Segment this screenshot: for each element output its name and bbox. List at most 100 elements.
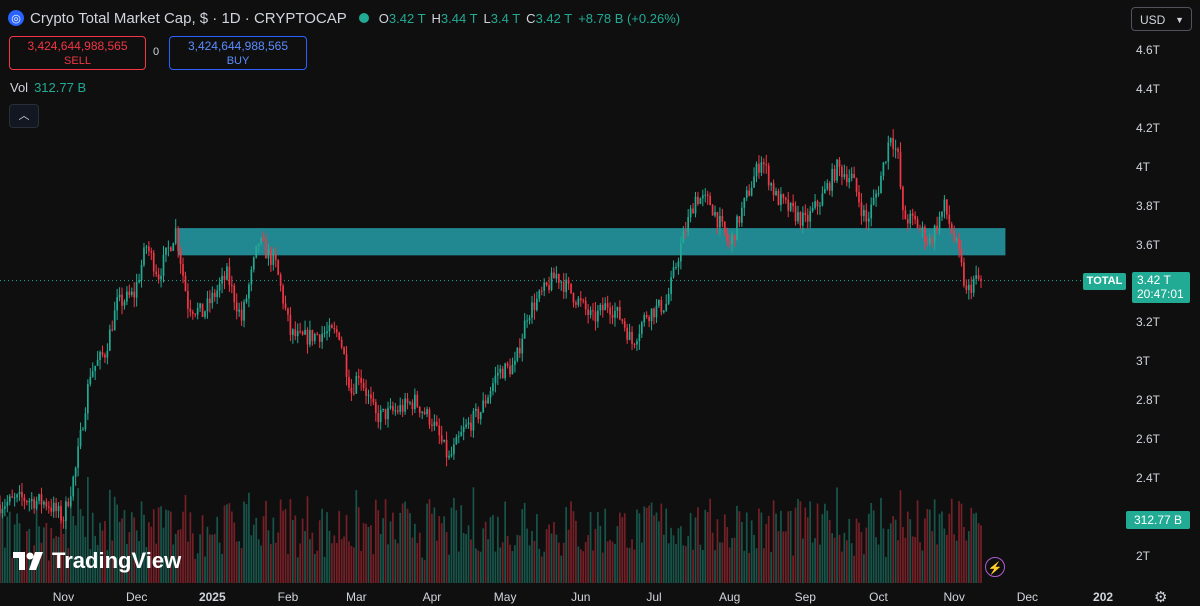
candle xyxy=(40,487,43,514)
candle xyxy=(328,318,331,338)
tradingview-logo[interactable]: TradingView xyxy=(12,548,181,574)
candle xyxy=(35,496,38,511)
volume-bar xyxy=(770,552,773,583)
candle xyxy=(289,307,292,342)
candle-body xyxy=(194,313,197,315)
volume-bar xyxy=(433,507,436,583)
volume-bar xyxy=(277,532,280,583)
collapse-legend-button[interactable]: ︿ xyxy=(9,104,39,128)
candle xyxy=(372,391,375,406)
volume-bar xyxy=(721,542,724,583)
candle xyxy=(255,245,258,259)
candle-body xyxy=(748,190,751,196)
volume-bar xyxy=(789,510,792,583)
candle-body xyxy=(699,198,702,204)
candle xyxy=(21,482,23,507)
candle xyxy=(887,135,890,170)
candle xyxy=(689,204,692,223)
candle-body xyxy=(77,446,79,468)
candle xyxy=(155,264,158,278)
candle xyxy=(775,187,777,197)
candle-body xyxy=(345,354,348,377)
volume-bar xyxy=(248,492,250,583)
volume-bar xyxy=(967,531,970,583)
candle xyxy=(428,407,431,429)
candle-body xyxy=(416,394,419,407)
candle-body xyxy=(597,310,599,322)
candle-body xyxy=(675,267,677,269)
gear-icon[interactable]: ⚙ xyxy=(1154,589,1168,606)
volume-bar xyxy=(406,508,409,583)
candle xyxy=(23,493,26,510)
candle xyxy=(721,208,724,228)
volume-bar xyxy=(475,548,477,583)
volume-bar xyxy=(374,499,377,583)
volume-bar xyxy=(582,551,585,583)
volume-bar xyxy=(453,497,455,583)
candle xyxy=(572,292,575,308)
time-tick-label: Sep xyxy=(794,590,816,604)
candle xyxy=(811,202,814,213)
symbol-title[interactable]: Crypto Total Market Cap, $ · 1D · CRYPTO… xyxy=(30,9,347,27)
candle xyxy=(52,496,55,518)
volume-bar xyxy=(902,526,904,583)
candle xyxy=(223,271,226,290)
sell-button[interactable]: 3,424,644,988,565 SELL xyxy=(9,36,146,70)
candle xyxy=(633,342,636,349)
volume-bar xyxy=(545,529,548,583)
candle-body xyxy=(230,285,233,287)
currency-select[interactable]: USD ▼ xyxy=(1131,7,1192,31)
volume-bar xyxy=(62,533,65,583)
last-price-tag: 3.42 T 20:47:01 xyxy=(1132,272,1190,303)
candle-body xyxy=(357,376,360,378)
volume-bar xyxy=(172,544,175,583)
candle-body xyxy=(43,501,45,505)
volume-bar xyxy=(333,535,336,583)
candle xyxy=(565,273,568,299)
volume-bar xyxy=(870,502,873,583)
candle-body xyxy=(250,269,253,285)
time-tick-label: 202 xyxy=(1093,590,1114,604)
volume-bar xyxy=(45,523,48,583)
volume-bar xyxy=(726,527,729,583)
volume-bar xyxy=(55,535,57,583)
candle-body xyxy=(404,398,406,412)
lightning-icon[interactable]: ⚡ xyxy=(985,557,1005,577)
candle xyxy=(367,389,370,405)
candle-body xyxy=(84,413,87,430)
candle-body xyxy=(599,304,602,311)
volume-bar xyxy=(733,537,736,583)
volume-bar xyxy=(809,501,812,583)
candle-body xyxy=(428,409,431,425)
candle xyxy=(304,320,306,336)
volume-bar xyxy=(755,548,758,583)
candle-body xyxy=(340,339,343,348)
candle xyxy=(448,450,450,460)
candle-body xyxy=(399,405,402,412)
candle xyxy=(555,266,558,283)
chevron-down-icon: ▼ xyxy=(1175,15,1184,25)
candle xyxy=(387,401,389,428)
candle-body xyxy=(123,301,126,306)
candle xyxy=(108,324,111,352)
candle-body xyxy=(35,500,38,509)
volume-bar xyxy=(636,509,638,583)
candle xyxy=(797,205,799,224)
candle-body xyxy=(604,303,607,311)
candle-body xyxy=(191,311,194,314)
volume-bar xyxy=(260,545,262,583)
candle xyxy=(135,273,138,307)
candle-body xyxy=(445,439,448,458)
volume-bar xyxy=(792,555,794,583)
buy-button[interactable]: 3,424,644,988,565 BUY xyxy=(169,36,307,70)
volume-bar xyxy=(211,534,214,583)
candle xyxy=(789,202,792,213)
volume-bar xyxy=(187,541,189,583)
buy-price: 3,424,644,988,565 xyxy=(187,39,289,53)
candle-body xyxy=(396,410,399,412)
volume-bar xyxy=(550,533,553,583)
candle-body xyxy=(741,207,743,223)
volume-bar xyxy=(306,496,309,583)
candle-body xyxy=(670,277,672,294)
